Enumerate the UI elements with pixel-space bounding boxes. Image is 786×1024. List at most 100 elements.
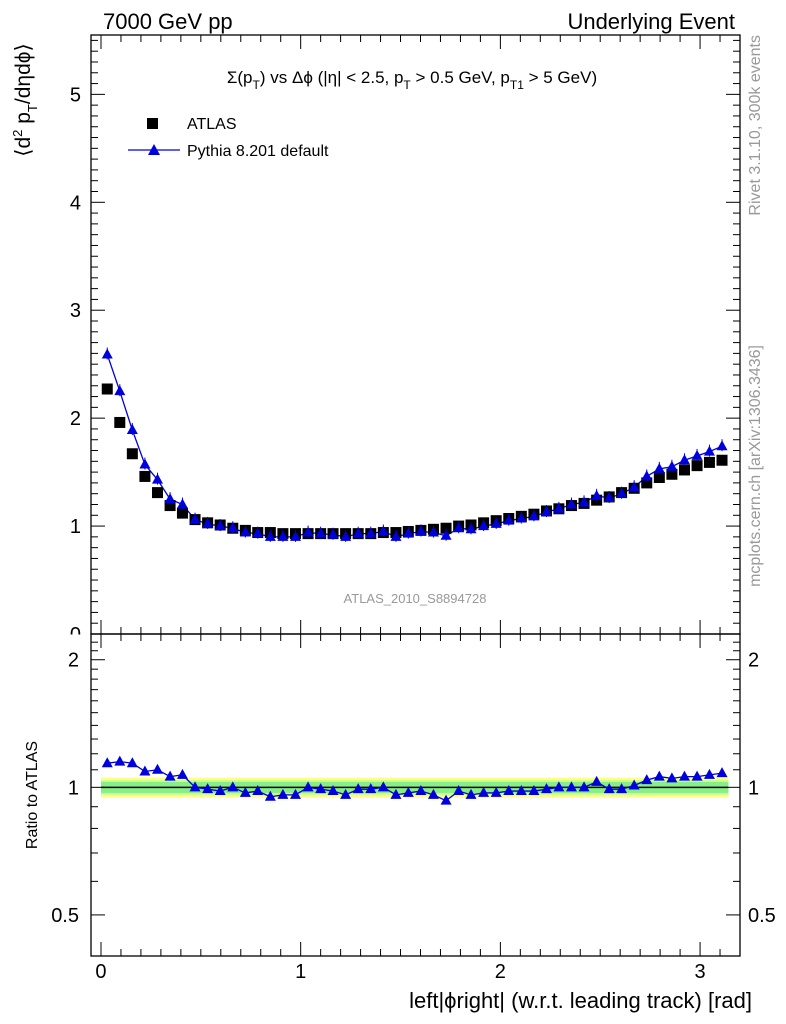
ratio-point bbox=[427, 788, 439, 799]
ratio-frame bbox=[90, 633, 741, 957]
ratio-point bbox=[126, 757, 138, 768]
ratio-y-tick-label-left: 1 bbox=[68, 777, 79, 799]
ratio-point bbox=[264, 790, 276, 801]
ratio-point bbox=[176, 768, 188, 779]
pythia-point bbox=[628, 481, 640, 492]
ratio-point bbox=[402, 786, 414, 797]
ratio-y-tick-label-right: 1 bbox=[748, 777, 759, 799]
ratio-point bbox=[653, 770, 665, 781]
pythia-point bbox=[377, 525, 389, 536]
ratio-point bbox=[340, 788, 352, 799]
ratio-point bbox=[478, 786, 490, 797]
ratio-point bbox=[515, 785, 527, 796]
pythia-point bbox=[465, 523, 477, 534]
ratio-point bbox=[628, 779, 640, 790]
pythia-point bbox=[126, 424, 138, 435]
legend-marker-pythia bbox=[148, 144, 160, 155]
ratio-point bbox=[227, 781, 239, 792]
pythia-point bbox=[202, 517, 214, 528]
pythia-point bbox=[653, 462, 665, 473]
pythia-point bbox=[540, 506, 552, 517]
atlas-point bbox=[164, 500, 176, 512]
pythia-point bbox=[503, 514, 515, 525]
ratio-point bbox=[465, 788, 477, 799]
x-tick-label: 1 bbox=[295, 961, 306, 983]
ratio-point bbox=[315, 783, 327, 794]
atlas-point bbox=[666, 468, 678, 480]
ratio-point bbox=[503, 785, 515, 796]
y-tick-label: 3 bbox=[70, 300, 81, 322]
x-axis-label: left|ϕright| (w.r.t. leading track) [rad… bbox=[409, 988, 752, 1013]
pythia-point bbox=[340, 530, 352, 541]
atlas-point bbox=[703, 456, 715, 468]
pythia-point bbox=[603, 492, 615, 503]
pythia-point bbox=[114, 385, 126, 396]
mcplots-label: mcplots.cern.ch [arXiv:1306.3436] bbox=[747, 345, 764, 587]
ratio-point bbox=[415, 785, 427, 796]
ratio-y-axis-label: Ratio to ATLAS bbox=[24, 741, 41, 849]
pythia-point bbox=[315, 527, 327, 538]
ratio-point bbox=[666, 772, 678, 783]
ratio-point bbox=[603, 783, 615, 794]
pythia-point bbox=[528, 510, 540, 521]
ratio-point bbox=[490, 786, 502, 797]
pythia-point bbox=[415, 525, 427, 536]
ratio-point bbox=[528, 785, 540, 796]
pythia-point bbox=[453, 522, 465, 533]
main-panel: 1 2 3 4 5 0 bbox=[70, 34, 741, 646]
ratio-panel: 0 1 2 3 0.5 0.5 1 1 2 2 bbox=[51, 633, 776, 983]
pythia-point bbox=[151, 473, 163, 484]
legend-label-atlas: ATLAS bbox=[187, 116, 237, 133]
pythia-point bbox=[553, 502, 565, 513]
pythia-point bbox=[101, 348, 113, 359]
pythia-point bbox=[678, 454, 690, 465]
pythia-point bbox=[490, 517, 502, 528]
atlas-point bbox=[653, 472, 665, 484]
x-tick-label: 2 bbox=[495, 961, 506, 983]
atlas-point bbox=[716, 454, 728, 466]
legend: ATLAS Pythia 8.201 default bbox=[128, 116, 329, 160]
ratio-y-tick-label-right: 2 bbox=[748, 650, 759, 672]
legend-label-pythia: Pythia 8.201 default bbox=[187, 143, 329, 160]
pythia-point bbox=[616, 487, 628, 498]
ratio-y-tick-label-left: 0.5 bbox=[51, 905, 79, 927]
y-tick-label-zero: 0 bbox=[70, 624, 81, 646]
pythia-point bbox=[139, 458, 151, 469]
header-right: Underlying Event bbox=[567, 9, 735, 34]
ratio-point bbox=[678, 770, 690, 781]
pythia-point bbox=[164, 493, 176, 504]
pythia-point bbox=[691, 449, 703, 460]
atlas-point bbox=[176, 507, 188, 519]
pythia-point bbox=[289, 530, 301, 541]
ratio-y-tick-label-right: 0.5 bbox=[748, 905, 776, 927]
y-tick-label: 4 bbox=[70, 192, 81, 214]
ratio-point bbox=[440, 794, 452, 805]
ratio-point bbox=[616, 783, 628, 794]
rivet-label: Rivet 3.1.10, 300k events bbox=[747, 35, 764, 216]
ratio-point bbox=[716, 767, 728, 778]
ratio-point bbox=[114, 755, 126, 766]
header-left: 7000 GeV pp bbox=[103, 9, 233, 34]
ratio-point bbox=[327, 785, 339, 796]
ratio-point bbox=[151, 763, 163, 774]
pythia-point bbox=[565, 498, 577, 509]
ratio-point bbox=[565, 781, 577, 792]
ratio-point bbox=[252, 785, 264, 796]
ratio-point bbox=[453, 785, 465, 796]
pythia-point bbox=[515, 512, 527, 523]
x-tick-label: 0 bbox=[95, 961, 106, 983]
ratio-point bbox=[703, 768, 715, 779]
pythia-point bbox=[214, 520, 226, 531]
pythia-point bbox=[427, 526, 439, 537]
ratio-point bbox=[202, 783, 214, 794]
pythia-point bbox=[327, 528, 339, 539]
x-tick-label: 3 bbox=[694, 961, 705, 983]
atlas-point bbox=[440, 522, 452, 534]
main-y-axis-label: ⟨d2 pT/dηdϕ⟩ bbox=[10, 43, 40, 156]
pythia-line bbox=[106, 354, 723, 538]
legend-marker-atlas bbox=[147, 118, 158, 129]
y-tick-label: 1 bbox=[70, 516, 81, 538]
ratio-point bbox=[277, 788, 289, 799]
atlas-point bbox=[139, 470, 151, 482]
